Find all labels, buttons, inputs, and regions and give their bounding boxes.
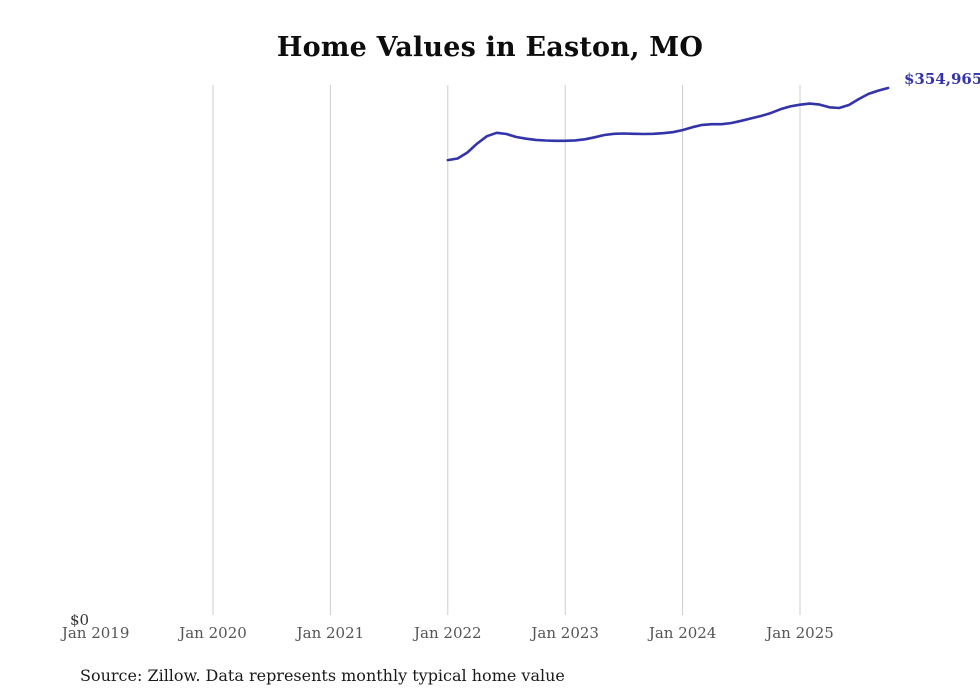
chart-title: Home Values in Easton, MO [276, 32, 704, 63]
x-axis-label-jan-2020: Jan 2020 [179, 624, 247, 642]
latest-value-label: $354,965 [904, 70, 980, 88]
x-axis-label-jan-2023: Jan 2023 [531, 624, 599, 642]
x-axis-label-jan-2021: Jan 2021 [296, 624, 365, 642]
x-axis-label-jan-2025: Jan 2025 [766, 624, 834, 642]
source-note: Source: Zillow. Data represents monthly … [80, 666, 565, 685]
home-value-line [446, 86, 890, 162]
y-axis-zero-label: $0 [70, 611, 90, 629]
x-axis-label-jan-2022: Jan 2022 [414, 624, 482, 642]
x-axis-label-jan-2024: Jan 2024 [648, 624, 717, 642]
x-axis-label-jan-2019: Jan 2019 [61, 624, 130, 642]
